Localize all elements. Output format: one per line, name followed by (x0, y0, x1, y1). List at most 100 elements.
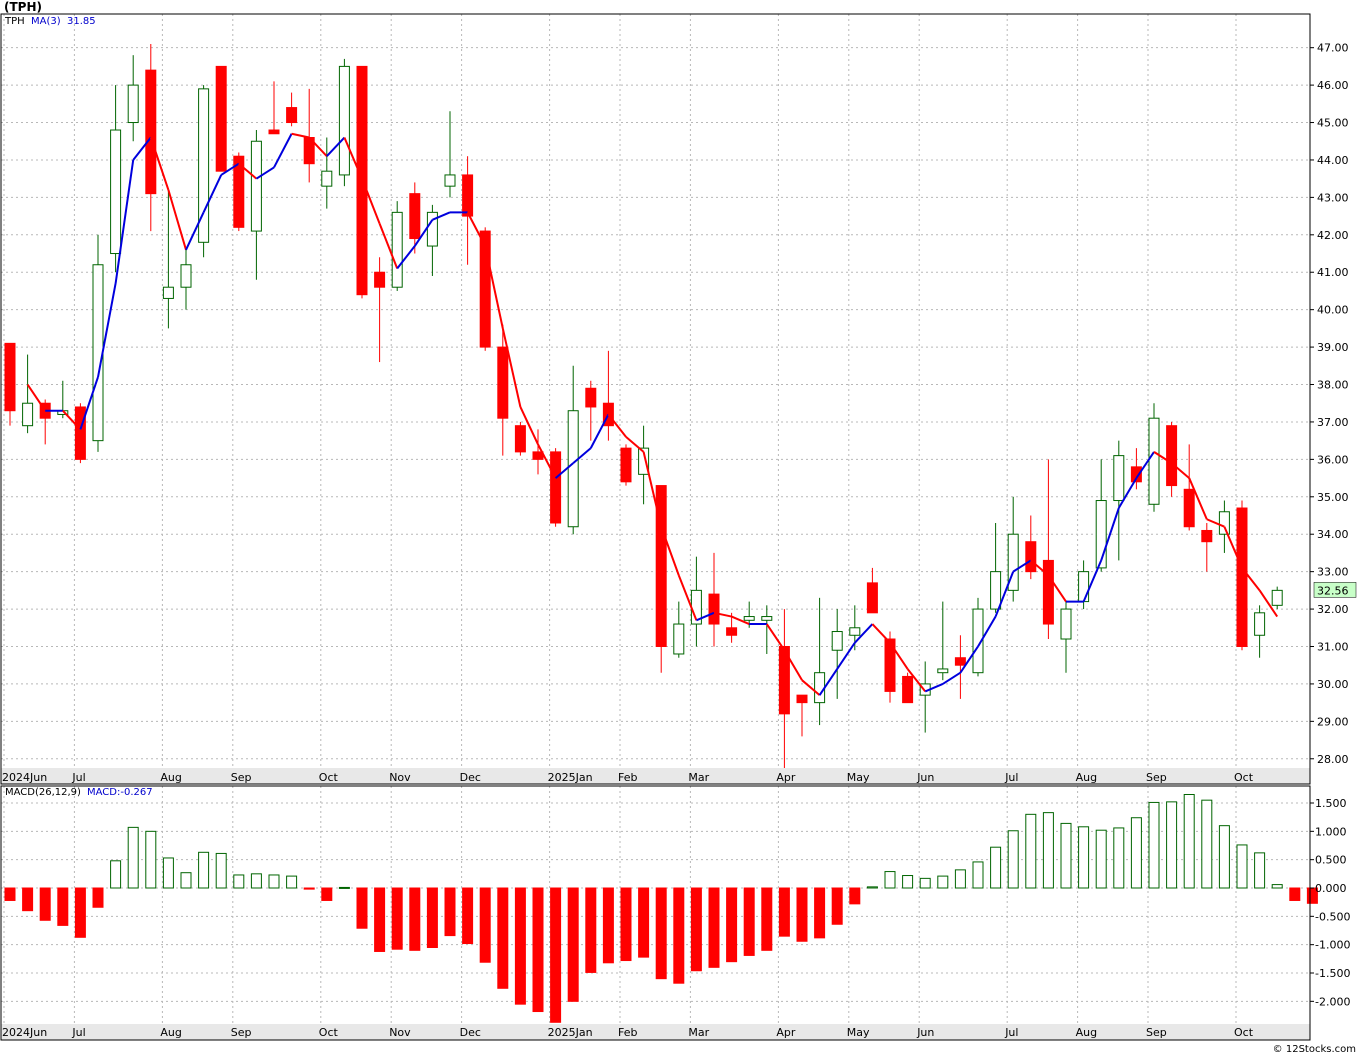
price-date-tick-label: Aug (160, 771, 181, 784)
macd-date-tick-label: Aug (1076, 1026, 1097, 1039)
price-axis-tick-label: 46.00 (1317, 79, 1349, 92)
price-axis-tick-label: 32.00 (1317, 603, 1349, 616)
macd-bar (514, 887, 526, 1005)
macd-bar (1042, 812, 1054, 889)
price-date-tick-label: Jul (71, 771, 85, 784)
ma-segment (1223, 526, 1243, 569)
chart-title: (TPH) (4, 0, 42, 14)
macd-grid (1, 786, 1310, 1024)
ma-segment (326, 136, 346, 157)
legend-symbol: TPH (4, 16, 25, 27)
ma-segment (62, 410, 82, 431)
ma-segment (26, 383, 47, 412)
ma-segment (731, 615, 750, 625)
macd-bar (409, 887, 421, 951)
candle-body (1042, 559, 1054, 625)
price-axis-tick-label: 36.00 (1317, 453, 1349, 466)
macd-bar (286, 875, 298, 889)
macd-bar (638, 887, 650, 958)
price-date-tick-label: Mar (688, 771, 709, 784)
macd-bar (673, 887, 685, 984)
candle-body (215, 65, 227, 172)
macd-date-tick-label: Apr (776, 1026, 796, 1039)
price-axis-tick-label: 31.00 (1317, 640, 1349, 653)
ma-segment (977, 616, 997, 648)
macd-bar (1166, 801, 1178, 889)
ma-segment (1047, 574, 1067, 603)
macd-bar (532, 887, 544, 1013)
macd-bar (1236, 844, 1248, 889)
macd-axis-tick-label: 1.000 (1315, 825, 1347, 838)
candle-body (4, 342, 16, 412)
ma-segment (1117, 477, 1138, 509)
price-date-tick-label: Jul (1004, 771, 1018, 784)
macd-bar (162, 857, 174, 889)
macd-date-tick-label: Nov (389, 1026, 411, 1039)
ma-segment (713, 611, 732, 618)
macd-bar (972, 861, 984, 889)
macd-bar (110, 860, 122, 889)
ma-segment (642, 451, 663, 527)
ma-segment (554, 462, 574, 479)
candle-body (1236, 507, 1248, 647)
macd-axis-tick-label: 0.000 (1315, 882, 1347, 895)
candle-body (778, 645, 790, 715)
ma-segment (801, 679, 821, 696)
ma-segment (255, 166, 275, 180)
price-grid (1, 14, 1310, 768)
macd-axis: -2.000 -1.500 -1.000 -0.500 0.000 0.500 1.000 1… (1310, 797, 1350, 1008)
ma-segment (501, 328, 522, 408)
ma-segment (959, 645, 979, 674)
macd-bar (303, 887, 315, 890)
ma-segment (466, 211, 487, 247)
price-date-tick-label: 2024Jun (2, 771, 47, 784)
macd-bar (374, 887, 386, 952)
macd-bar (92, 887, 104, 908)
price-date-tick-label: Apr (776, 771, 796, 784)
macd-bar (479, 887, 491, 963)
candle-body (198, 88, 210, 243)
ma-segment (238, 162, 258, 180)
macd-bar (356, 887, 368, 929)
ma-segment (1170, 462, 1190, 479)
ma-segment (677, 575, 698, 621)
macd-bar (74, 887, 86, 938)
candle-body (338, 65, 350, 176)
macd-bar (198, 851, 210, 889)
candle-body (620, 447, 632, 483)
ma-segment (942, 671, 961, 685)
ma-segment (185, 211, 205, 251)
ma-segment (537, 443, 557, 479)
candle-body (884, 638, 896, 692)
ma-segment (202, 174, 223, 213)
macd-date-tick-label: Oct (1234, 1026, 1254, 1039)
candle-body (409, 193, 421, 240)
price-axis-tick-label: 43.00 (1317, 191, 1349, 204)
candle-body (1113, 455, 1125, 502)
ma-segment (396, 245, 416, 270)
price-axis-tick-label: 45.00 (1317, 117, 1349, 130)
macd-bar (321, 887, 333, 901)
ma-segment (343, 137, 363, 180)
candle-body (180, 264, 192, 288)
macd-bar (831, 887, 843, 925)
ma-segment (432, 211, 451, 221)
macd-bar (919, 877, 931, 889)
macd-axis-tick-label: -1.000 (1315, 939, 1350, 952)
macd-date-tick-label: Sep (231, 1026, 252, 1039)
candle-body (655, 485, 667, 647)
macd-bar (444, 887, 456, 937)
candle-body (814, 672, 826, 704)
macd-bar (250, 873, 262, 889)
last-price-badge: 32.56 (1313, 582, 1357, 598)
ma-segment (149, 137, 170, 191)
macd-bar (620, 887, 632, 962)
macd-bar (462, 887, 474, 945)
price-axis-tick-label: 41.00 (1317, 266, 1349, 279)
ma-segment (1135, 451, 1155, 479)
ma-segment (1012, 559, 1032, 573)
candle-body (726, 627, 738, 636)
price-date-tick-label: Jun (916, 771, 934, 784)
ma-segment (291, 132, 310, 139)
